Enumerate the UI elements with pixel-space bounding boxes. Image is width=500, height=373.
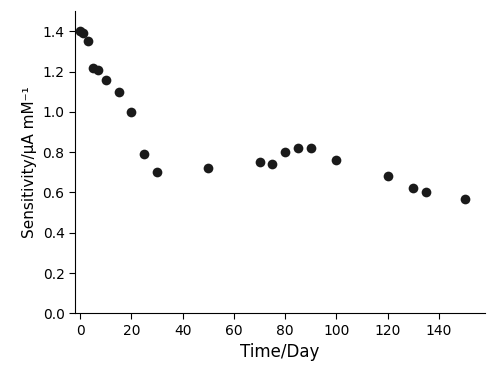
Point	[294, 145, 302, 151]
Y-axis label: Sensitivity/μA mM⁻¹: Sensitivity/μA mM⁻¹	[22, 87, 37, 238]
Point	[384, 173, 392, 179]
Point	[281, 149, 289, 155]
Point	[204, 165, 212, 171]
Point	[140, 151, 148, 157]
Point	[94, 67, 102, 73]
Point	[102, 77, 110, 83]
Point	[460, 195, 468, 201]
Point	[268, 161, 276, 167]
Point	[84, 38, 92, 44]
Point	[114, 89, 122, 95]
Point	[76, 28, 84, 34]
Point	[409, 185, 417, 191]
Point	[89, 65, 97, 70]
Point	[153, 169, 161, 175]
Point	[307, 145, 315, 151]
Point	[256, 159, 264, 165]
X-axis label: Time/Day: Time/Day	[240, 343, 320, 361]
Point	[78, 30, 86, 36]
Point	[128, 109, 136, 115]
Point	[332, 157, 340, 163]
Point	[422, 189, 430, 195]
